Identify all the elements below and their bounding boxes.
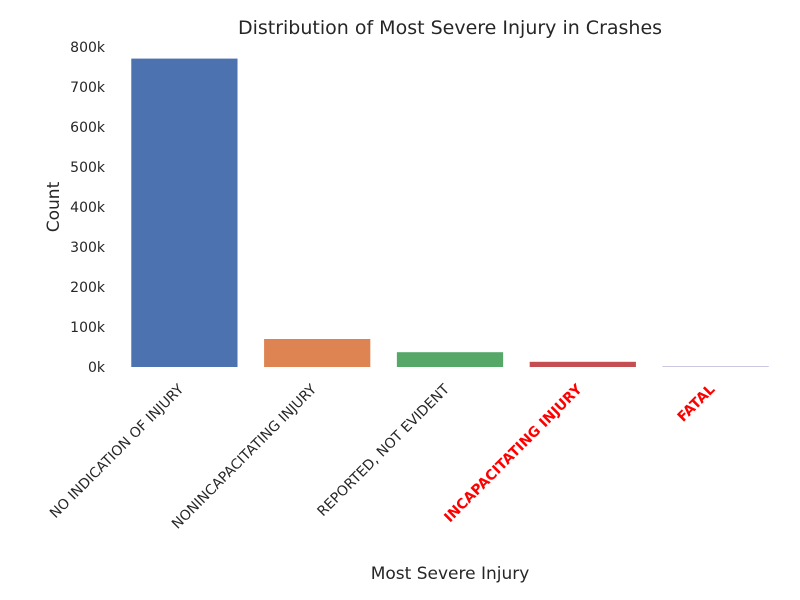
x-axis: NO INDICATION OF INJURYNONINCAPACITATING…: [47, 381, 718, 533]
y-axis-label: Count: [44, 181, 64, 232]
x-tick-label: FATAL: [675, 381, 719, 425]
chart-title: Distribution of Most Severe Injury in Cr…: [238, 17, 662, 39]
bar: [264, 339, 371, 367]
y-axis: 0k 100k 200k 300k 400k 500k 600k 700k 800k: [70, 40, 106, 376]
bar: [396, 352, 504, 367]
x-tick-label: NO INDICATION OF INJURY: [47, 381, 187, 521]
x-tick-label: INCAPACITATING INJURY: [441, 381, 586, 526]
y-tick-label: 500k: [70, 160, 106, 176]
y-tick-label: 700k: [70, 80, 106, 96]
y-tick-label: 100k: [70, 320, 106, 336]
x-tick-label: NONINCAPACITATING INJURY: [169, 381, 320, 532]
bars-group: [131, 58, 769, 367]
y-tick-label: 400k: [70, 200, 106, 216]
y-tick-label: 300k: [70, 240, 106, 256]
bar: [131, 58, 238, 367]
x-tick-label: REPORTED, NOT EVIDENT: [315, 381, 454, 520]
y-tick-label: 600k: [70, 120, 106, 136]
y-tick-label: 800k: [70, 40, 106, 56]
bar: [529, 361, 636, 367]
y-tick-label: 0k: [88, 360, 106, 376]
y-tick-label: 200k: [70, 280, 106, 296]
x-axis-label: Most Severe Injury: [371, 564, 530, 584]
